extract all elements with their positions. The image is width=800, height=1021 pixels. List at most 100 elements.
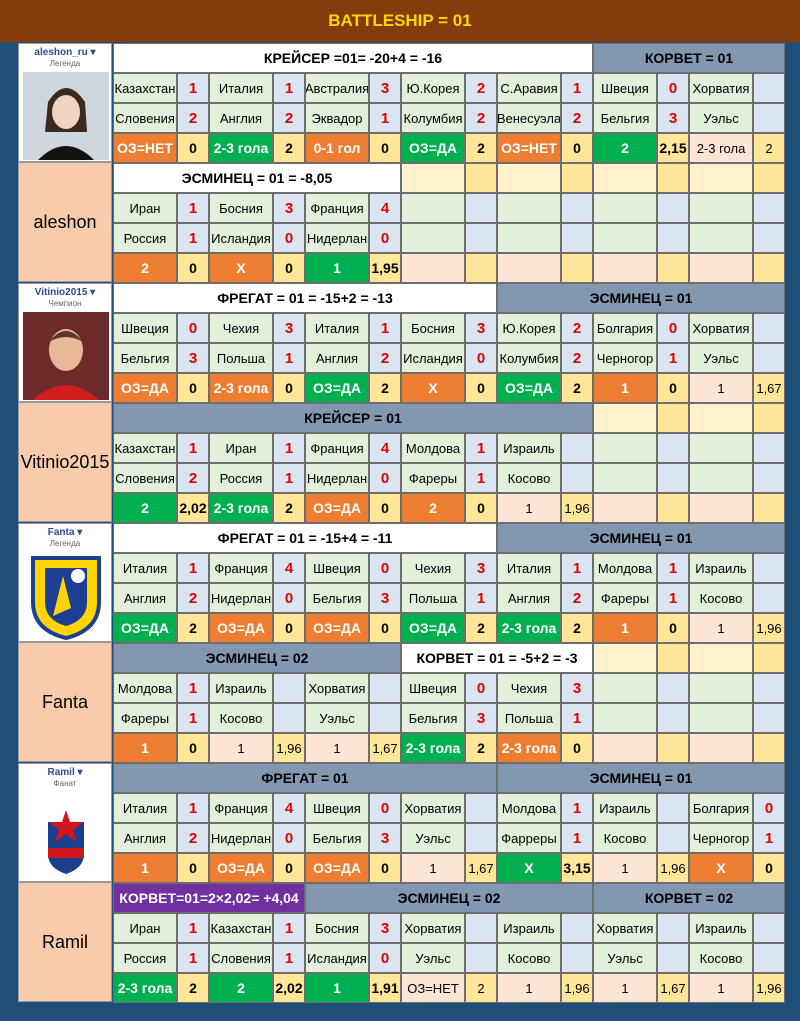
empty-cell (689, 493, 753, 523)
team-cell: Франция (209, 793, 273, 823)
score-cell: 1 (177, 793, 209, 823)
team-cell: Уэльс (305, 703, 369, 733)
team-cell: Россия (209, 463, 273, 493)
odds-cell: 3,15 (561, 853, 593, 883)
empty-cell (657, 493, 689, 523)
block-title: ФРЕГАТ = 01 = -15+2 = -13 (113, 283, 497, 313)
bet-cell: 1 (497, 493, 561, 523)
empty-cell (689, 433, 753, 463)
empty-cell (465, 163, 497, 193)
empty-cell (657, 163, 689, 193)
team-cell: Фарреры (497, 823, 561, 853)
bet-cell: 1 (113, 853, 177, 883)
team-cell: Казахстан (113, 73, 177, 103)
empty-cell (753, 583, 785, 613)
team-cell: Иран (209, 433, 273, 463)
empty-cell (593, 433, 657, 463)
team-cell: Польша (401, 583, 465, 613)
score-cell: 3 (369, 823, 401, 853)
username[interactable]: aleshon_ru ▾ (34, 47, 96, 58)
empty-cell (689, 703, 753, 733)
bet-cell: 0-1 гол (305, 133, 369, 163)
empty-cell (689, 253, 753, 283)
empty-cell (657, 913, 689, 943)
empty-cell (465, 223, 497, 253)
score-cell: 2 (465, 73, 497, 103)
block-title: ФРЕГАТ = 01 = -15+4 = -11 (113, 523, 497, 553)
empty-cell (497, 253, 561, 283)
team-cell: Венесуэла (497, 103, 561, 133)
odds-cell: 0 (273, 853, 305, 883)
team-cell: Фареры (593, 583, 657, 613)
empty-cell (561, 223, 593, 253)
score-cell: 2 (273, 103, 305, 133)
odds-cell: 1,67 (753, 373, 785, 403)
empty-cell (401, 223, 465, 253)
user-status: Чемпион (48, 299, 82, 308)
bet-cell: ОЗ=НЕТ (113, 133, 177, 163)
team-cell: Англия (209, 103, 273, 133)
odds-cell: 0 (177, 373, 209, 403)
username[interactable]: Fanta ▾ (47, 527, 83, 538)
bet-cell: ОЗ=ДА (209, 853, 273, 883)
odds-cell: 0 (561, 733, 593, 763)
bet-cell: 1 (689, 613, 753, 643)
bet-cell: 1 (209, 733, 273, 763)
odds-cell: 1,96 (753, 973, 785, 1003)
team-cell: Нидерлан (305, 223, 369, 253)
bet-cell: 2 (113, 253, 177, 283)
team-cell: Ю.Корея (401, 73, 465, 103)
score-cell: 2 (177, 103, 209, 133)
empty-cell (689, 643, 753, 673)
empty-cell (593, 163, 657, 193)
odds-cell: 2 (561, 373, 593, 403)
team-cell: Англия (113, 583, 177, 613)
username[interactable]: Vitinio2015 ▾ (34, 287, 96, 298)
block-title: КОРВЕТ=01=2×2,02= +4,04 (113, 883, 305, 913)
empty-cell (753, 313, 785, 343)
score-cell: 3 (465, 313, 497, 343)
odds-cell: 0 (177, 733, 209, 763)
team-cell: Чехия (401, 553, 465, 583)
empty-cell (593, 733, 657, 763)
empty-cell (465, 823, 497, 853)
score-cell: 1 (465, 463, 497, 493)
team-cell: Англия (497, 583, 561, 613)
empty-cell (593, 673, 657, 703)
score-cell: 1 (177, 913, 209, 943)
score-cell: 2 (561, 313, 593, 343)
team-cell: Израиль (209, 673, 273, 703)
score-cell: 1 (177, 223, 209, 253)
bet-cell: ОЗ=ДА (209, 613, 273, 643)
username[interactable]: Ramil ▾ (47, 767, 83, 778)
team-cell: Италия (497, 553, 561, 583)
bet-cell: 2-3 гола (401, 733, 465, 763)
team-cell: Хорватия (401, 913, 465, 943)
score-cell: 0 (369, 553, 401, 583)
team-cell: Ю.Корея (497, 313, 561, 343)
empty-cell (369, 673, 401, 703)
empty-cell (465, 193, 497, 223)
score-cell: 1 (273, 463, 305, 493)
bet-cell: 2-3 гола (209, 133, 273, 163)
empty-cell (753, 943, 785, 973)
empty-cell (689, 403, 753, 433)
score-cell: 1 (273, 433, 305, 463)
empty-cell (657, 433, 689, 463)
team-cell: Польша (209, 343, 273, 373)
score-cell: 1 (369, 313, 401, 343)
odds-cell: 2,15 (657, 133, 689, 163)
team-cell: Израиль (497, 433, 561, 463)
odds-cell: 1,96 (657, 853, 689, 883)
empty-cell (561, 943, 593, 973)
empty-cell (753, 733, 785, 763)
score-cell: 2 (177, 583, 209, 613)
empty-cell (753, 913, 785, 943)
score-cell: 1 (657, 553, 689, 583)
score-cell: 3 (369, 583, 401, 613)
empty-cell (657, 703, 689, 733)
odds-cell: 1,96 (561, 973, 593, 1003)
empty-cell (753, 433, 785, 463)
team-cell: Хорватия (689, 313, 753, 343)
team-cell: Колумбия (497, 343, 561, 373)
